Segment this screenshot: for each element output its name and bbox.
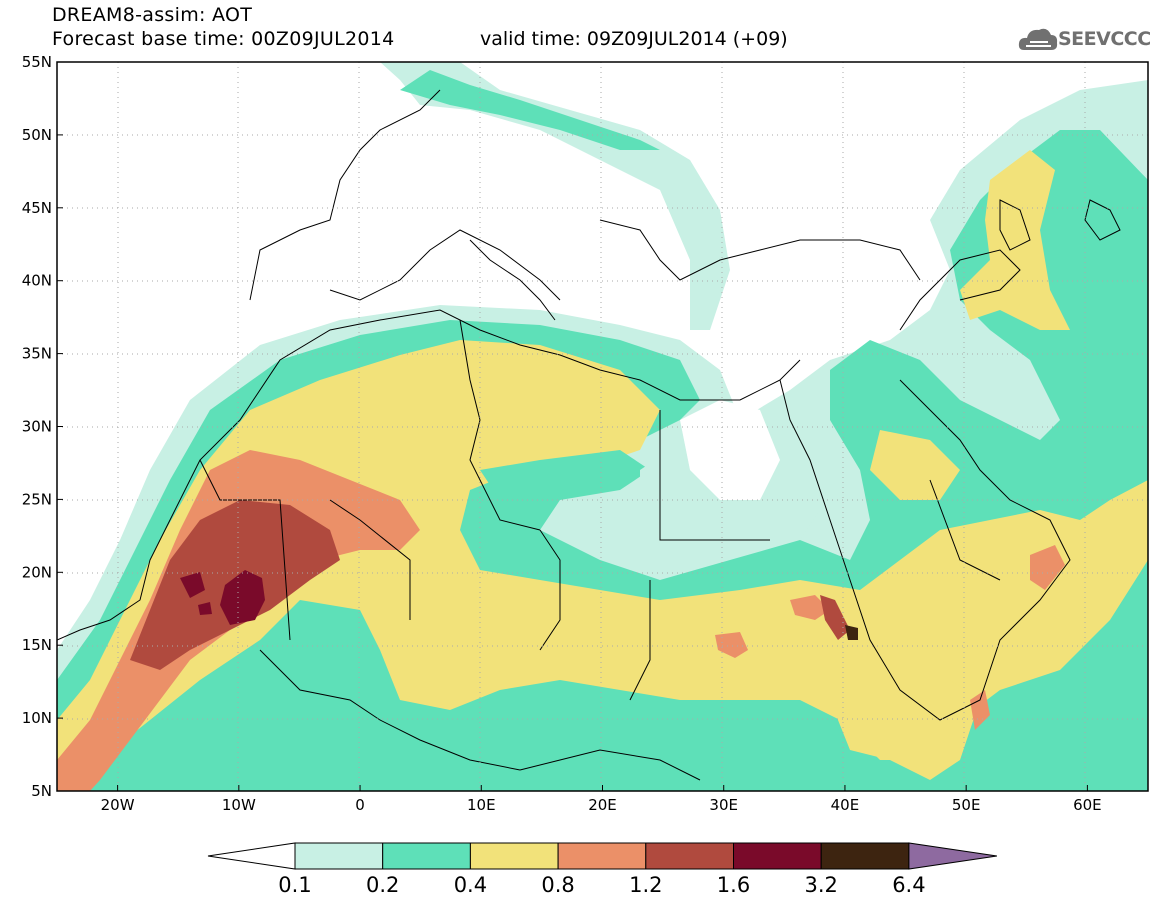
colorbar: 0.1 0.2 0.4 0.8 1.2 1.6 3.2 6.4	[207, 842, 997, 897]
aot-band-1.6-a	[220, 570, 265, 625]
colorbar-left-arrow	[207, 842, 296, 870]
colorbar-label: 3.2	[804, 873, 837, 897]
aot-white-egypt	[680, 400, 780, 500]
title-line-2: Forecast base time: 00Z09JUL2014	[52, 28, 395, 50]
colorbar-label: 0.4	[454, 873, 487, 897]
latitude-labels: 55N 50N 45N 40N 35N 30N 25N 20N 15N 10N 5N	[22, 53, 63, 800]
aot-band-0.8-spot4	[970, 690, 990, 730]
aot-band-0.4-caspian	[960, 150, 1070, 330]
colorbar-swatch	[820, 842, 910, 870]
lon-tick-label: 10E	[467, 796, 496, 814]
lon-tick-label: 0	[355, 796, 365, 814]
aot-band-0.4-horn	[830, 680, 980, 780]
valid-time: valid time: 09Z09JUL2014 (+09)	[480, 28, 788, 50]
lat-tick-label: 35N	[22, 345, 52, 363]
aot-band-0.8-spot1	[715, 632, 748, 658]
colorbar-label: 1.2	[629, 873, 662, 897]
longitude-labels: 20W 10W 0 10E 20E 30E 40E 50E 60E	[101, 785, 1102, 814]
lat-tick-label: 25N	[22, 490, 52, 508]
lat-tick-label: 30N	[22, 418, 52, 436]
aot-band-1.2-spot	[820, 595, 850, 640]
colorbar-label: 1.6	[717, 873, 750, 897]
lon-tick-label: 40E	[831, 796, 860, 814]
coastlines	[57, 89, 1121, 781]
aot-band-0.4	[57, 340, 1148, 791]
colorbar-swatch	[645, 842, 734, 870]
colorbar-swatch	[382, 842, 471, 870]
aot-band-1.6-c	[198, 602, 212, 615]
colorbar-label: 0.8	[541, 873, 574, 897]
lat-tick-label: 55N	[22, 53, 52, 71]
colorbar-label: 0.2	[366, 873, 399, 897]
lat-tick-label: 10N	[22, 709, 52, 727]
seevccc-cloud-icon	[1018, 28, 1058, 50]
lon-tick-label: 60E	[1073, 796, 1102, 814]
aot-band-1.6-b	[180, 572, 205, 598]
lat-tick-label: 50N	[22, 126, 52, 144]
aot-band-0.4-arabia	[870, 430, 960, 500]
lon-tick-label: 30E	[709, 796, 738, 814]
aot-band-0.2-ne	[400, 70, 660, 150]
lat-tick-label: 5N	[31, 782, 52, 800]
gridlines	[57, 62, 1148, 791]
colorbar-swatch	[294, 842, 384, 870]
colorbar-label: 6.4	[892, 873, 925, 897]
aot-band-0.8-spot3	[1030, 545, 1065, 590]
colorbar-swatch	[733, 842, 822, 870]
colorbar-swatch	[469, 842, 559, 870]
aot-band-0.8-spot2	[790, 595, 830, 620]
colorbar-right-arrow	[908, 842, 997, 870]
lat-tick-label: 15N	[22, 636, 52, 654]
logo-text: SEEVCCC	[1058, 28, 1151, 50]
lon-tick-label: 20E	[588, 796, 617, 814]
lon-tick-label: 10W	[222, 796, 256, 814]
lat-tick-label: 20N	[22, 563, 52, 581]
aot-band-1.6-d	[845, 625, 858, 640]
lat-tick-label: 45N	[22, 199, 52, 217]
aot-band-0.2-hole-central	[480, 450, 650, 500]
lon-tick-label: 20W	[101, 796, 135, 814]
lat-tick-label: 40N	[22, 272, 52, 290]
colorbar-label: 0.1	[278, 873, 311, 897]
title-line-1: DREAM8-assim: AOT	[52, 4, 253, 26]
lon-tick-label: 50E	[952, 796, 981, 814]
colorbar-swatch	[557, 842, 647, 870]
